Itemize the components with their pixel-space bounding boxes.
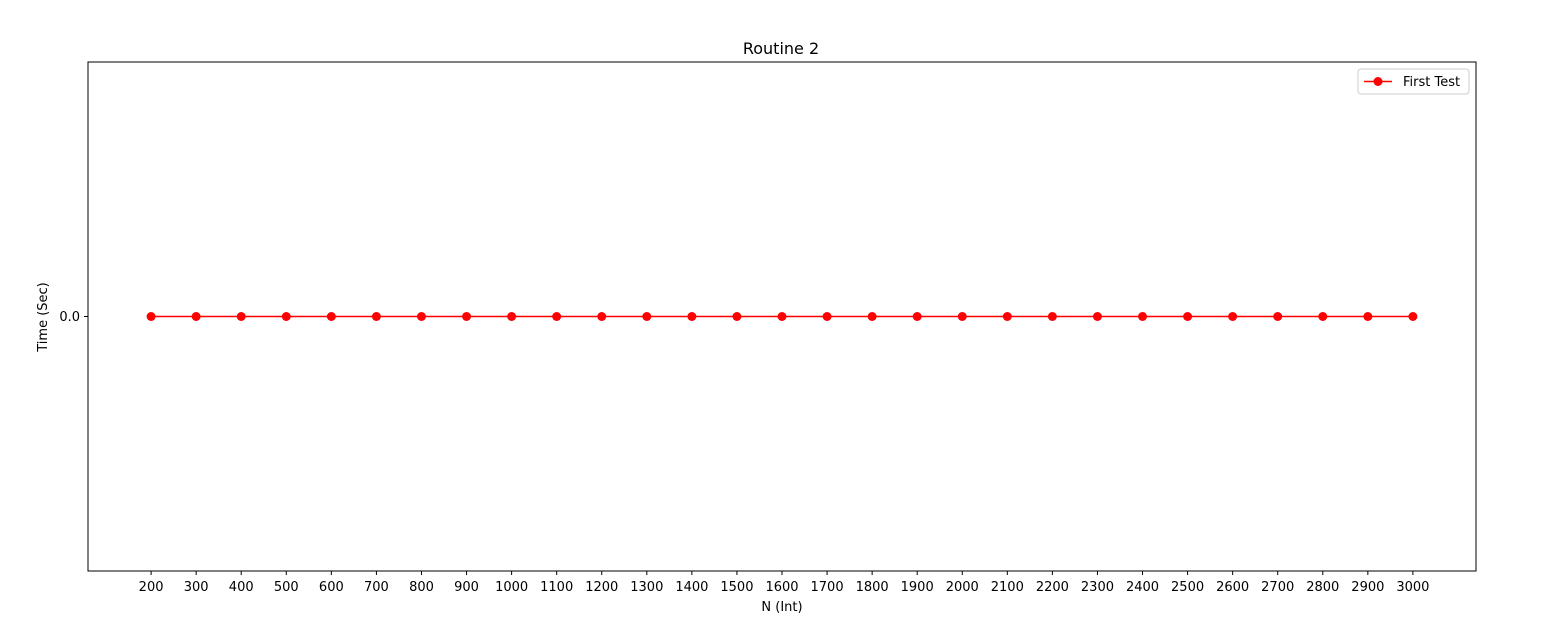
data-point — [957, 312, 967, 321]
data-point — [281, 312, 291, 321]
x-tick-label: 2100 — [991, 580, 1024, 595]
x-tick-label: 300 — [184, 580, 209, 595]
x-tick-label: 2800 — [1306, 580, 1339, 595]
legend-marker-swatch — [1373, 77, 1383, 86]
x-tick-label: 700 — [364, 580, 389, 595]
data-point — [1228, 312, 1238, 321]
data-point — [597, 312, 607, 321]
x-tick-label: 2500 — [1171, 580, 1204, 595]
x-tick-label: 2000 — [946, 580, 979, 595]
x-tick-label: 2400 — [1126, 580, 1159, 595]
data-point — [191, 312, 201, 321]
data-point — [1138, 312, 1148, 321]
x-tick-label: 500 — [274, 580, 299, 595]
data-point — [822, 312, 832, 321]
data-point — [1318, 312, 1328, 321]
x-axis-label: N (Int) — [761, 600, 802, 615]
x-tick-label: 2700 — [1261, 580, 1294, 595]
legend-box — [1357, 68, 1470, 95]
data-point — [777, 312, 787, 321]
data-point — [1363, 312, 1373, 321]
data-point — [371, 312, 381, 321]
data-point — [867, 312, 877, 321]
x-tick-label: 1200 — [585, 580, 618, 595]
data-point — [146, 312, 156, 321]
x-tick-label: 1900 — [901, 580, 934, 595]
data-point — [1273, 312, 1283, 321]
data-point — [1002, 312, 1012, 321]
x-tick-label: 800 — [409, 580, 434, 595]
y-tick-label: 0.0 — [59, 310, 80, 325]
x-tick-label: 2900 — [1351, 580, 1384, 595]
y-axis-label: Time (Sec) — [36, 282, 51, 353]
x-tick-label: 3000 — [1396, 580, 1429, 595]
data-point — [1408, 312, 1418, 321]
x-tick-label: 1800 — [856, 580, 889, 595]
data-point — [462, 312, 472, 321]
x-axis-ticks: 200 300 400 500 600 700 800 900 1000 1100 1200 1300… — [139, 571, 1429, 595]
y-axis-ticks: 0.0 — [59, 310, 88, 325]
data-point — [1047, 312, 1057, 321]
data-point — [507, 312, 517, 321]
data-point — [687, 312, 697, 321]
data-point — [416, 312, 426, 321]
data-point — [552, 312, 562, 321]
x-tick-label: 1700 — [811, 580, 844, 595]
x-tick-label: 1100 — [540, 580, 573, 595]
data-point — [1092, 312, 1102, 321]
x-tick-label: 400 — [229, 580, 254, 595]
legend-label: First Test — [1403, 75, 1460, 90]
x-tick-label: 200 — [139, 580, 164, 595]
x-tick-label: 1600 — [765, 580, 798, 595]
series-layer — [146, 312, 1418, 321]
x-tick-label: 1000 — [495, 580, 528, 595]
x-tick-label: 1300 — [630, 580, 663, 595]
x-tick-label: 600 — [319, 580, 344, 595]
x-tick-label: 2600 — [1216, 580, 1249, 595]
legend: First Test — [1357, 68, 1470, 95]
x-tick-label: 900 — [454, 580, 479, 595]
data-point — [912, 312, 922, 321]
x-tick-label: 2300 — [1081, 580, 1114, 595]
data-point — [236, 312, 246, 321]
chart-title: Routine 2 — [743, 39, 819, 58]
x-tick-label: 1400 — [675, 580, 708, 595]
data-point — [1183, 312, 1193, 321]
data-point — [642, 312, 652, 321]
data-point — [732, 312, 742, 321]
data-point — [326, 312, 336, 321]
x-tick-label: 2200 — [1036, 580, 1069, 595]
x-tick-label: 1500 — [720, 580, 753, 595]
